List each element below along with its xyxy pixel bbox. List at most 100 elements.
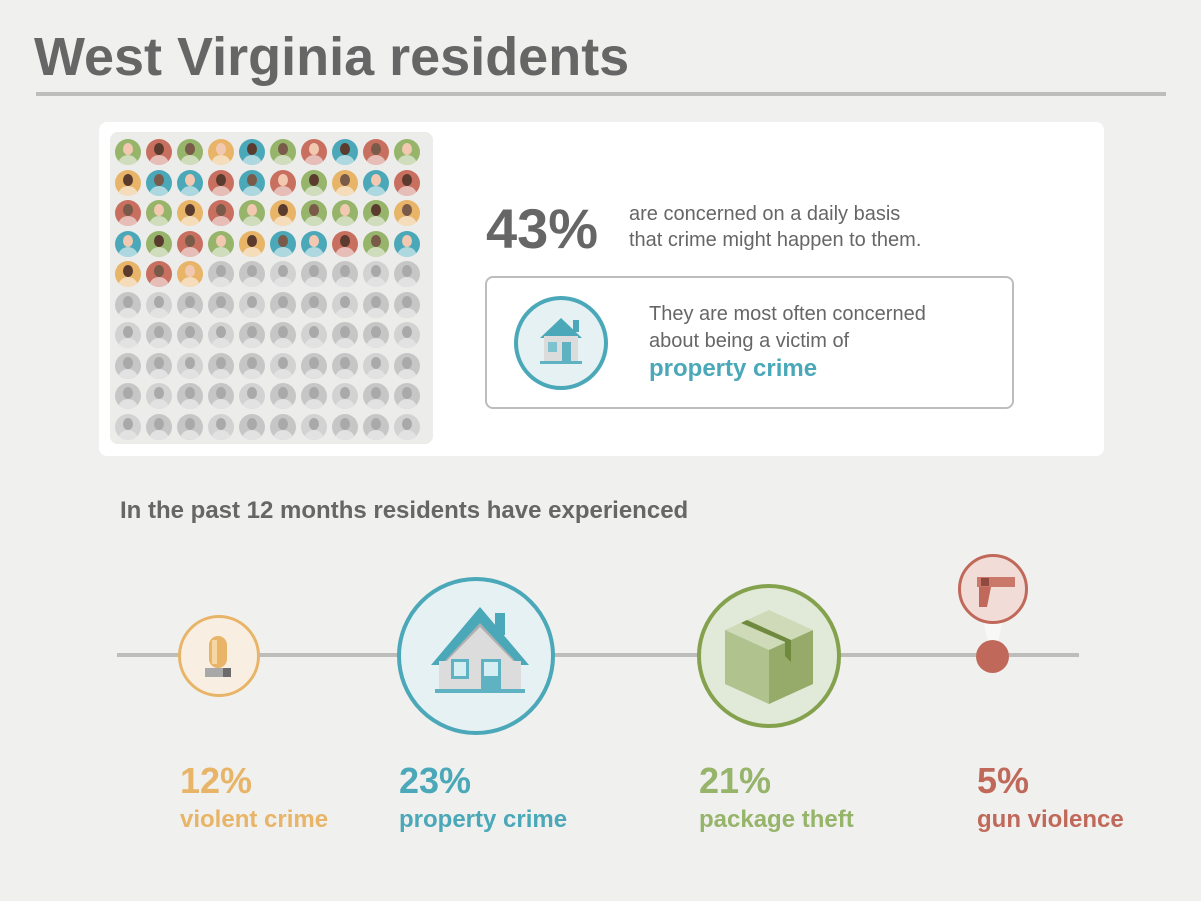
page-title: West Virginia residents: [34, 27, 630, 87]
person-avatar-concerned: [270, 139, 296, 165]
person-avatar: [239, 261, 265, 287]
person-avatar: [394, 383, 420, 409]
person-avatar: [394, 261, 420, 287]
person-avatar: [363, 291, 389, 318]
gun-violence-percent: 5%: [977, 760, 1030, 801]
person-avatar-concerned: [363, 200, 389, 226]
callout-line2: about being a victim of: [649, 330, 850, 352]
package-theft-label: package theft: [699, 806, 854, 833]
person-avatar: [115, 322, 141, 348]
person-avatar: [301, 413, 327, 440]
person-avatar: [332, 383, 358, 409]
person-avatar-concerned: [332, 169, 358, 196]
people-grid: [110, 132, 433, 444]
person-avatar-concerned: [332, 139, 358, 165]
callout-text: They are most often concerned about being…: [649, 301, 926, 384]
person-avatar: [270, 261, 296, 287]
person-avatar-concerned: [301, 200, 327, 226]
person-avatar: [146, 291, 172, 318]
person-avatar: [208, 322, 234, 348]
concern-text-line2: that crime might happen to them.: [629, 229, 922, 251]
person-avatar-concerned: [239, 139, 265, 165]
person-avatar-concerned: [394, 200, 420, 226]
person-avatar-concerned: [177, 230, 203, 257]
person-avatar-concerned: [239, 230, 265, 257]
person-avatar: [177, 413, 203, 440]
person-avatar: [394, 352, 420, 379]
person-avatar-concerned: [394, 169, 420, 196]
person-avatar: [394, 413, 420, 440]
person-avatar-concerned: [115, 139, 141, 165]
violent-crime-percent: 12%: [180, 760, 253, 801]
person-avatar-concerned: [239, 169, 265, 196]
person-avatar: [177, 352, 203, 379]
property-crime-percent: 23%: [399, 760, 472, 801]
callout-highlight: property crime: [649, 355, 818, 382]
package-theft-percent: 21%: [699, 760, 772, 801]
person-avatar-concerned: [270, 169, 296, 196]
person-avatar-concerned: [363, 169, 389, 196]
person-avatar-concerned: [394, 230, 420, 257]
house-icon: [397, 577, 555, 735]
concern-text: are concerned on a daily basis that crime…: [629, 201, 921, 253]
person-avatar: [270, 352, 296, 379]
person-avatar: [301, 352, 327, 379]
person-avatar-concerned: [115, 200, 141, 226]
person-avatar: [332, 291, 358, 318]
package-icon: [697, 584, 841, 728]
concern-text-line1: are concerned on a daily basis: [629, 203, 901, 225]
person-avatar-concerned: [146, 169, 172, 196]
violent-crime-label: violent crime: [180, 806, 329, 833]
person-avatar: [394, 291, 420, 318]
person-avatar: [146, 322, 172, 348]
person-avatar-concerned: [363, 139, 389, 165]
person-avatar: [115, 291, 141, 318]
gun-icon: [958, 554, 1028, 624]
person-avatar: [115, 413, 141, 440]
person-avatar: [270, 322, 296, 348]
callout-house-icon: [514, 296, 608, 390]
person-avatar-concerned: [115, 230, 141, 257]
person-avatar: [239, 322, 265, 348]
person-avatar: [177, 383, 203, 409]
person-avatar: [332, 413, 358, 440]
person-avatar: [332, 261, 358, 287]
property-crime-label: property crime: [399, 806, 568, 833]
person-avatar-concerned: [332, 230, 358, 257]
person-avatar: [301, 383, 327, 409]
person-avatar: [208, 352, 234, 379]
person-avatar: [208, 413, 234, 440]
person-avatar-concerned: [208, 169, 234, 196]
person-avatar: [270, 383, 296, 409]
person-avatar: [208, 383, 234, 409]
concern-percent: 43%: [486, 197, 599, 260]
person-avatar-concerned: [177, 139, 203, 165]
person-avatar: [177, 291, 203, 318]
person-avatar: [177, 322, 203, 348]
person-avatar-concerned: [270, 200, 296, 226]
person-avatar-concerned: [177, 261, 203, 287]
person-avatar-concerned: [146, 261, 172, 287]
person-avatar: [146, 352, 172, 379]
person-avatar: [239, 352, 265, 379]
person-avatar: [332, 322, 358, 348]
person-avatar: [115, 383, 141, 409]
person-avatar: [363, 383, 389, 409]
person-avatar: [239, 413, 265, 440]
person-avatar-concerned: [208, 230, 234, 257]
person-avatar: [146, 383, 172, 409]
person-avatar: [301, 291, 327, 318]
person-avatar-concerned: [301, 169, 327, 196]
person-avatar-concerned: [208, 200, 234, 226]
gun-violence-dot: [976, 640, 1009, 673]
person-avatar: [270, 291, 296, 318]
siren-icon: [178, 615, 260, 697]
person-avatar-concerned: [301, 139, 327, 165]
person-avatar: [363, 261, 389, 287]
person-avatar-concerned: [394, 139, 420, 165]
person-avatar-concerned: [363, 230, 389, 257]
person-avatar: [394, 322, 420, 348]
person-avatar: [146, 413, 172, 440]
person-avatar-concerned: [146, 200, 172, 226]
person-avatar: [208, 261, 234, 287]
